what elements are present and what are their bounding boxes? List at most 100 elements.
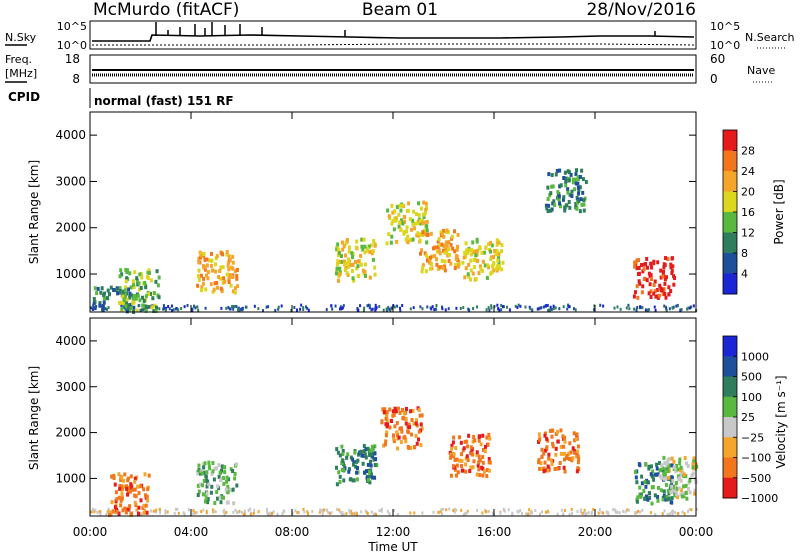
echo-cell <box>196 483 200 488</box>
echo-cell <box>450 446 454 451</box>
colorbar-tick-label: 28 <box>741 145 755 158</box>
echo-cell <box>456 232 460 237</box>
echo-cell <box>473 438 477 443</box>
echo-cell <box>636 495 640 500</box>
echo-cell <box>417 429 421 434</box>
echo-cell <box>433 254 437 259</box>
echo-cell <box>555 168 559 173</box>
echo-cell <box>551 184 555 189</box>
echo-cell <box>637 265 641 270</box>
echo-cell <box>472 307 475 311</box>
echo-cell <box>471 240 475 245</box>
echo-cell <box>117 511 121 516</box>
echo-cell <box>503 509 506 513</box>
echo-cell <box>524 305 527 309</box>
echo-cell <box>556 466 560 471</box>
echo-cell <box>127 287 131 292</box>
echo-cell <box>370 510 373 514</box>
echo-cell <box>389 418 393 423</box>
echo-cell <box>385 414 389 419</box>
echo-cell <box>464 469 468 474</box>
echo-cell <box>649 273 653 278</box>
echo-cell <box>236 284 240 289</box>
echo-cell <box>667 464 671 469</box>
echo-cell <box>420 248 424 253</box>
echo-cell <box>393 305 396 309</box>
echo-cell <box>393 424 397 429</box>
echo-cell <box>205 257 209 262</box>
echo-cell <box>462 306 465 310</box>
echo-cell <box>113 482 117 487</box>
echo-cell <box>443 250 447 255</box>
echo-cell <box>542 451 546 456</box>
echo-cell <box>419 251 423 256</box>
echo-cell <box>116 291 120 296</box>
echo-cell <box>378 305 381 309</box>
echo-cell <box>237 306 240 310</box>
echo-cell <box>136 511 140 516</box>
echo-cell <box>132 305 136 310</box>
echo-cell <box>148 291 152 296</box>
echo-cell <box>154 305 158 310</box>
echo-cell <box>687 480 691 485</box>
echo-cell <box>458 458 462 463</box>
echo-cell <box>665 309 668 313</box>
echo-cell <box>573 450 577 455</box>
echo-cell <box>304 305 307 309</box>
echo-cell <box>241 308 244 312</box>
echo-cell <box>573 187 577 192</box>
echo-cell <box>546 209 550 214</box>
echo-cell <box>399 227 403 232</box>
echo-cell <box>419 206 423 211</box>
echo-cell <box>577 188 581 193</box>
echo-cell <box>133 293 137 298</box>
echo-cell <box>669 289 673 294</box>
echo-cell <box>270 512 273 516</box>
echo-cell <box>546 185 550 190</box>
echo-cell <box>125 486 129 491</box>
echo-cell <box>210 258 214 263</box>
echo-cell <box>107 306 110 310</box>
echo-cell <box>366 446 370 451</box>
echo-cell <box>574 437 578 442</box>
echo-cell <box>202 470 206 475</box>
echo-cell <box>223 512 226 516</box>
echo-cell <box>652 261 656 266</box>
echo-cell <box>450 234 454 239</box>
echo-cell <box>131 487 135 492</box>
echo-cell <box>355 465 359 470</box>
echo-cell <box>460 508 463 512</box>
echo-cell <box>616 510 619 514</box>
echo-cell <box>544 203 548 208</box>
echo-cell <box>104 307 107 311</box>
echo-cell <box>639 510 642 514</box>
echo-cell <box>399 218 403 223</box>
echo-cell <box>490 306 493 310</box>
echo-cell <box>341 512 344 516</box>
echo-cell <box>542 305 545 309</box>
echo-cell <box>345 238 349 243</box>
echo-cell <box>177 511 180 515</box>
echo-cell <box>644 484 648 489</box>
echo-cell <box>157 275 161 280</box>
colorbar-tick-label: −500 <box>741 472 771 485</box>
echo-cell <box>495 242 499 247</box>
echo-cell <box>391 409 395 414</box>
echo-cell <box>354 245 358 250</box>
echo-cell <box>336 507 339 511</box>
echo-cell <box>307 512 310 516</box>
echo-cell <box>398 306 401 310</box>
echo-cell <box>231 254 235 259</box>
echo-cell <box>503 305 506 309</box>
echo-cell <box>469 258 473 263</box>
echo-cell <box>679 465 683 470</box>
echo-cell <box>497 240 501 245</box>
echo-cell <box>419 221 423 226</box>
echo-cell <box>638 485 642 490</box>
echo-cell <box>306 306 309 310</box>
echo-cell <box>107 509 110 513</box>
echo-cell <box>500 243 504 248</box>
echo-cell <box>121 289 125 294</box>
echo-cell <box>168 307 171 311</box>
echo-cell <box>414 433 418 438</box>
